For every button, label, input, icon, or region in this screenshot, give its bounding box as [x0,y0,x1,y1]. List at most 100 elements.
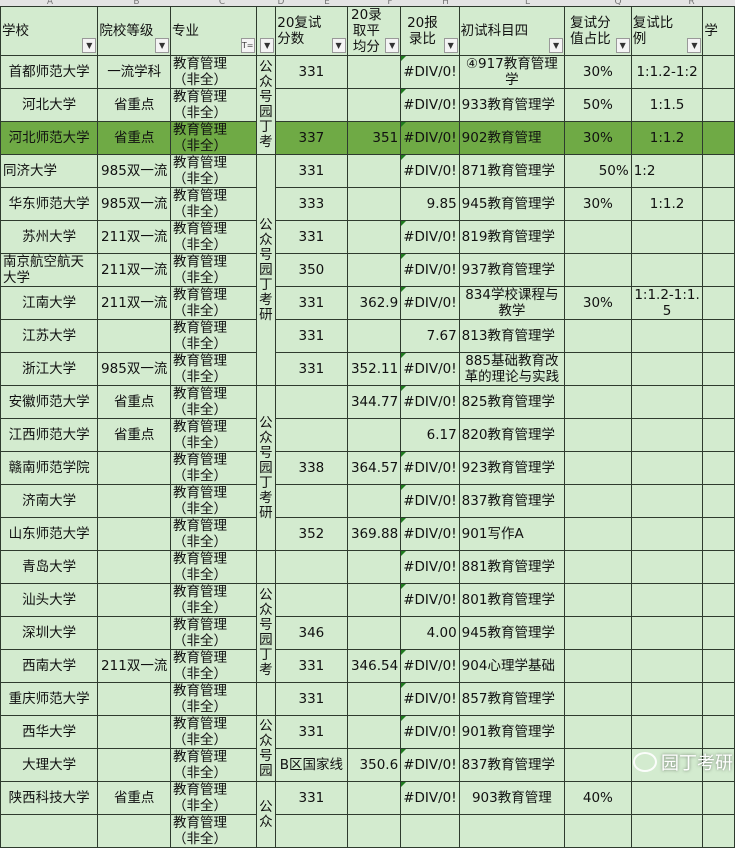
next-column-cell[interactable] [702,583,735,617]
admit-ratio-cell[interactable]: #DIV/0! [400,121,460,155]
merged-note-cell[interactable]: 公众号园丁考 [255,55,277,155]
next-column-cell[interactable] [702,88,735,122]
retest-weight-cell[interactable]: 30% [564,286,632,320]
admit-avg-cell[interactable] [346,682,402,716]
school-cell[interactable] [0,814,99,848]
admit-ratio-cell[interactable]: #DIV/0! [400,649,460,683]
retest-ratio-cell[interactable] [630,682,704,716]
filter-dropdown-icon[interactable]: ▼ [549,38,564,53]
subject-cell[interactable]: 945教育管理学 [458,616,566,650]
retest-weight-cell[interactable] [564,682,632,716]
retest-ratio-cell[interactable] [630,253,704,287]
admit-ratio-cell[interactable]: #DIV/0! [400,88,460,122]
header-note[interactable]: ▼ [255,6,277,56]
admit-ratio-cell[interactable]: #DIV/0! [400,517,460,551]
level-cell[interactable] [97,814,172,848]
retest-weight-cell[interactable] [564,484,632,518]
admit-avg-cell[interactable] [346,88,402,122]
level-cell[interactable]: 985双一流 [97,187,172,221]
column-letter[interactable]: D [277,0,285,6]
level-cell[interactable]: 211双一流 [97,649,172,683]
admit-ratio-cell[interactable]: #DIV/0! [400,748,460,782]
filter-dropdown-icon[interactable]: ▼ [155,38,170,53]
retest-ratio-cell[interactable] [630,352,704,386]
admit-ratio-cell[interactable]: #DIV/0! [400,781,460,815]
next-column-cell[interactable] [702,187,735,221]
subject-cell[interactable]: ④917教育管理学 [458,55,566,89]
admit-ratio-cell[interactable]: #DIV/0! [400,583,460,617]
school-cell[interactable]: 江南大学 [0,286,99,320]
retest-score-cell[interactable] [275,814,348,848]
school-cell[interactable]: 西南大学 [0,649,99,683]
retest-weight-cell[interactable]: 30% [564,121,632,155]
retest-score-cell[interactable]: 331 [275,781,348,815]
admit-avg-cell[interactable]: 346.54 [346,649,402,683]
column-letter[interactable]: F [387,0,393,6]
school-cell[interactable]: 苏州大学 [0,220,99,254]
major-cell[interactable]: 教育管理（非全） [170,748,257,782]
subject-cell[interactable]: 904心理学基础 [458,649,566,683]
retest-score-cell[interactable]: 350 [275,253,348,287]
admit-avg-cell[interactable] [346,418,402,452]
subject-cell[interactable]: 923教育管理学 [458,451,566,485]
admit-avg-cell[interactable]: 364.57 [346,451,402,485]
admit-ratio-cell[interactable]: #DIV/0! [400,451,460,485]
major-cell[interactable]: 教育管理（非全） [170,187,257,221]
level-cell[interactable] [97,583,172,617]
retest-score-cell[interactable]: 333 [275,187,348,221]
admit-avg-cell[interactable]: 369.88 [346,517,402,551]
header-major[interactable]: 专业 T= [170,6,257,56]
school-cell[interactable]: 深圳大学 [0,616,99,650]
major-cell[interactable]: 教育管理（非全） [170,253,257,287]
subject-cell[interactable]: 819教育管理学 [458,220,566,254]
filter-dropdown-icon[interactable]: ▼ [82,38,97,53]
retest-weight-cell[interactable] [564,418,632,452]
level-cell[interactable]: 985双一流 [97,352,172,386]
retest-weight-cell[interactable]: 30% [564,187,632,221]
school-cell[interactable]: 济南大学 [0,484,99,518]
admit-avg-cell[interactable] [346,616,402,650]
retest-ratio-cell[interactable] [630,517,704,551]
major-cell[interactable]: 教育管理（非全） [170,451,257,485]
admit-avg-cell[interactable] [346,814,402,848]
retest-score-cell[interactable]: 346 [275,616,348,650]
header-admit-ratio[interactable]: 20报录比 ▼ [400,6,460,56]
next-column-cell[interactable] [702,781,735,815]
column-letter[interactable]: A [46,0,54,6]
retest-ratio-cell[interactable] [630,715,704,749]
header-admit-avg[interactable]: 20录取平均分 ▼ [346,6,402,56]
level-cell[interactable]: 211双一流 [97,286,172,320]
retest-ratio-cell[interactable] [630,781,704,815]
column-letter[interactable]: B [133,0,140,6]
next-column-cell[interactable] [702,649,735,683]
merged-note-cell[interactable]: 公众号园丁考 [255,583,277,683]
admit-ratio-cell[interactable]: #DIV/0! [400,484,460,518]
retest-ratio-cell[interactable] [630,319,704,353]
admit-ratio-cell[interactable]: #DIV/0! [400,154,460,188]
retest-score-cell[interactable] [275,88,348,122]
major-cell[interactable]: 教育管理（非全） [170,319,257,353]
retest-ratio-cell[interactable] [630,550,704,584]
retest-score-cell[interactable] [275,484,348,518]
major-cell[interactable]: 教育管理（非全） [170,55,257,89]
retest-score-cell[interactable]: 331 [275,55,348,89]
school-cell[interactable]: 大理大学 [0,748,99,782]
retest-ratio-cell[interactable] [630,616,704,650]
school-cell[interactable]: 江苏大学 [0,319,99,353]
admit-avg-cell[interactable] [346,55,402,89]
level-cell[interactable]: 省重点 [97,418,172,452]
school-cell[interactable]: 南京航空航天大学 [0,253,99,287]
subject-cell[interactable]: 901教育管理学 [458,715,566,749]
retest-weight-cell[interactable] [564,649,632,683]
next-column-cell[interactable] [702,748,735,782]
admit-avg-cell[interactable] [346,781,402,815]
subject-cell[interactable]: 933教育管理学 [458,88,566,122]
admit-avg-cell[interactable]: 352.11 [346,352,402,386]
retest-score-cell[interactable]: 352 [275,517,348,551]
retest-weight-cell[interactable]: 30% [564,55,632,89]
next-column-cell[interactable] [702,121,735,155]
major-cell[interactable]: 教育管理（非全） [170,583,257,617]
major-cell[interactable]: 教育管理（非全） [170,484,257,518]
admit-ratio-cell[interactable]: #DIV/0! [400,286,460,320]
next-column-cell[interactable] [702,220,735,254]
